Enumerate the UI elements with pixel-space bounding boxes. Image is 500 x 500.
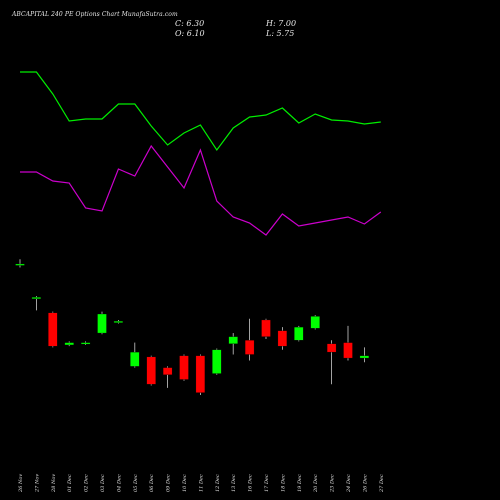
candle-body-8 bbox=[130, 351, 140, 367]
x-tick-label: 19 Dec bbox=[297, 474, 303, 492]
x-tick-label: 26 Nov bbox=[18, 474, 24, 493]
x-tick-label: 24 Dec bbox=[346, 474, 352, 493]
x-tick-label: 01 Dec bbox=[67, 474, 73, 492]
indicator-line-2 bbox=[20, 144, 382, 236]
candle-body-22 bbox=[359, 355, 370, 359]
candle-body-17 bbox=[277, 330, 288, 347]
x-tick-label: 12 Dec bbox=[215, 474, 221, 492]
candle-body-19 bbox=[310, 316, 320, 329]
x-tick-label: 27 Nov bbox=[34, 474, 40, 493]
high-readout: H: 7.00 bbox=[266, 19, 297, 28]
candle-body-18 bbox=[294, 326, 304, 341]
candle-body-3 bbox=[48, 312, 58, 347]
chart-title: ABCAPITAL 240 PE Options Chart MunafaSut… bbox=[12, 11, 178, 18]
x-tick-label: 18 Dec bbox=[280, 474, 286, 492]
x-tick-label: 05 Dec bbox=[133, 474, 139, 492]
indicator-line-1 bbox=[20, 71, 381, 152]
open-readout: O: 6.10 bbox=[175, 29, 205, 38]
x-tick-label: 09 Dec bbox=[166, 474, 172, 492]
candle-body-2 bbox=[31, 297, 42, 299]
x-tick-label: 16 Dec bbox=[248, 474, 254, 492]
candle-body-7 bbox=[113, 320, 124, 323]
candle-body-10 bbox=[162, 367, 173, 375]
low-readout: L: 5.75 bbox=[266, 29, 295, 38]
candle-body-6 bbox=[97, 313, 107, 334]
x-tick-label: 28 Nov bbox=[51, 474, 57, 493]
x-tick-label: 04 Dec bbox=[116, 474, 122, 492]
candle-body-9 bbox=[146, 356, 156, 385]
x-tick-label: 13 Dec bbox=[231, 474, 237, 492]
candle-body-20 bbox=[326, 343, 337, 353]
x-tick-label: 03 Dec bbox=[100, 474, 106, 492]
candle-body-13 bbox=[212, 349, 222, 374]
x-tick-label: 27 Dec bbox=[379, 474, 385, 493]
close-readout: C: 6.30 bbox=[175, 19, 205, 28]
candle-body-4 bbox=[64, 342, 74, 346]
candle-body-16 bbox=[261, 319, 271, 337]
candle-body-14 bbox=[228, 336, 238, 344]
x-tick-label: 02 Dec bbox=[84, 474, 90, 492]
x-tick-label: 20 Dec bbox=[313, 474, 319, 493]
x-tick-label: 06 Dec bbox=[149, 474, 155, 492]
candle-body-1 bbox=[15, 263, 25, 266]
candle-body-5 bbox=[80, 342, 91, 345]
candle-body-12 bbox=[195, 355, 206, 393]
x-tick-label: 10 Dec bbox=[182, 474, 188, 492]
x-tick-label: 23 Dec bbox=[330, 474, 336, 493]
candle-body-11 bbox=[179, 355, 189, 380]
x-tick-label: 26 Dec bbox=[362, 474, 368, 493]
x-tick-label: 17 Dec bbox=[264, 474, 270, 492]
candle-body-21 bbox=[343, 342, 353, 359]
candle-body-15 bbox=[244, 340, 255, 355]
x-tick-label: 11 Dec bbox=[198, 474, 204, 492]
